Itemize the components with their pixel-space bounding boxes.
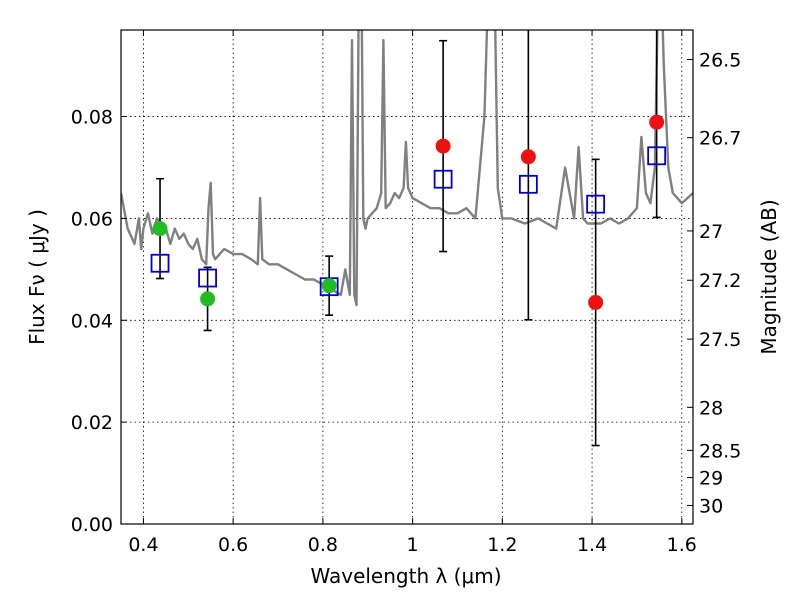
magnitude-axis-title: Magnitude (AB) bbox=[757, 199, 781, 354]
x-axis-title: Wavelength λ (μm) bbox=[310, 564, 501, 588]
mag-tick-label: 28.5 bbox=[699, 440, 741, 462]
mag-tick-label: 27.5 bbox=[699, 329, 741, 351]
observed-point bbox=[152, 221, 168, 237]
mag-tick-label: 28 bbox=[699, 397, 723, 419]
y-axis-title: Flux Fν ( μJy ) bbox=[25, 209, 49, 345]
markers bbox=[150, 114, 667, 310]
model-photometry-point bbox=[586, 194, 606, 214]
model-photometry-point bbox=[198, 268, 217, 288]
magnitude-axis: 26.5 26.7 27 27.2 27.5 28 28.5 29 30 bbox=[687, 50, 741, 518]
mag-tick-label: 26.7 bbox=[699, 128, 741, 150]
y-tick-label: 0.04 bbox=[71, 310, 113, 332]
model-photometry-point bbox=[518, 174, 538, 194]
y-tick-label: 0.08 bbox=[71, 107, 113, 129]
y-tick-label: 0.02 bbox=[71, 412, 113, 434]
plot-frame bbox=[120, 29, 694, 525]
observed-point bbox=[588, 294, 604, 310]
model-photometry-point bbox=[647, 146, 667, 166]
y-tick-label: 0.06 bbox=[71, 208, 113, 230]
mag-tick-label: 29 bbox=[699, 468, 723, 490]
x-tick-label: 1.6 bbox=[667, 534, 697, 556]
y-tick-label: 0.00 bbox=[71, 514, 113, 536]
observed-point bbox=[321, 278, 337, 294]
x-tick-label: 1.2 bbox=[487, 534, 517, 556]
mag-tick-label: 26.5 bbox=[699, 50, 741, 72]
x-axis: 0.4 0.6 0.8 1 1.2 1.4 1.6 bbox=[128, 30, 697, 556]
mag-tick-label: 27.2 bbox=[699, 270, 741, 292]
mag-tick-label: 27 bbox=[699, 221, 723, 243]
model-photometry-point bbox=[150, 253, 170, 273]
model-spectrum-line bbox=[121, 30, 693, 307]
observed-point bbox=[649, 114, 665, 130]
x-tick-label: 0.8 bbox=[308, 534, 338, 556]
observed-point bbox=[435, 138, 451, 154]
observed-point bbox=[200, 291, 216, 307]
observed-point bbox=[520, 149, 536, 165]
x-tick-label: 0.4 bbox=[128, 534, 158, 556]
plot-area bbox=[121, 30, 693, 307]
y-axis: 0.00 0.02 0.04 0.06 0.08 bbox=[71, 107, 127, 536]
x-tick-label: 1 bbox=[407, 534, 419, 556]
x-tick-label: 1.4 bbox=[577, 534, 607, 556]
model-photometry-point bbox=[433, 169, 453, 189]
mag-tick-label: 30 bbox=[699, 496, 723, 518]
x-tick-label: 0.6 bbox=[218, 534, 248, 556]
